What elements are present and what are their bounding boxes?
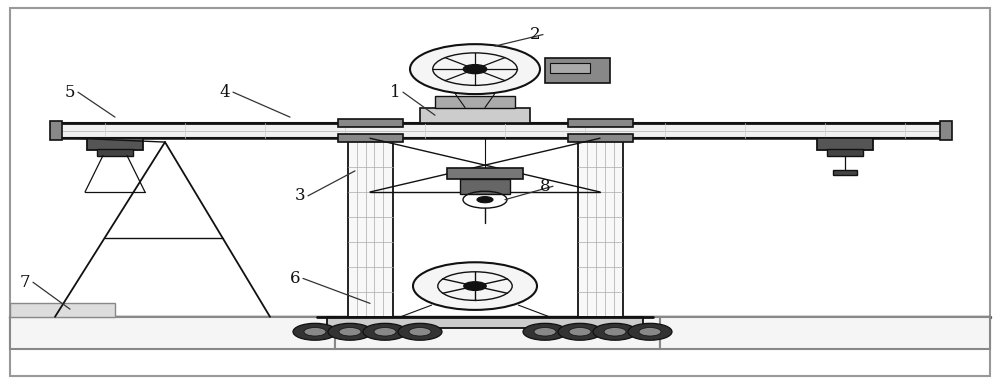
Bar <box>338 134 402 142</box>
Circle shape <box>409 328 431 336</box>
Bar <box>327 317 642 328</box>
Text: 7: 7 <box>20 274 30 291</box>
Circle shape <box>398 323 442 340</box>
Bar <box>435 96 515 108</box>
Bar <box>10 317 335 349</box>
Bar <box>335 317 660 349</box>
Bar <box>55 123 945 138</box>
Circle shape <box>523 323 567 340</box>
Text: 3: 3 <box>295 187 305 204</box>
Bar <box>50 121 62 140</box>
Bar <box>460 179 510 194</box>
Text: 5: 5 <box>65 84 75 101</box>
Circle shape <box>464 282 486 290</box>
Circle shape <box>558 323 602 340</box>
Bar <box>817 138 873 150</box>
Text: 6: 6 <box>290 270 300 287</box>
Circle shape <box>593 323 637 340</box>
Bar <box>660 317 990 349</box>
Text: 4: 4 <box>220 84 230 101</box>
Circle shape <box>304 328 326 336</box>
Bar <box>420 108 530 123</box>
Bar <box>10 303 115 317</box>
Text: 2: 2 <box>530 26 540 43</box>
Circle shape <box>463 65 487 74</box>
Bar <box>568 134 633 142</box>
Circle shape <box>363 323 407 340</box>
Text: 1: 1 <box>390 84 400 101</box>
Text: 8: 8 <box>540 178 550 195</box>
Bar <box>833 170 857 175</box>
Bar <box>348 138 392 317</box>
Bar <box>87 138 143 150</box>
Bar <box>568 119 633 127</box>
Circle shape <box>534 328 556 336</box>
Circle shape <box>639 328 661 336</box>
Bar <box>940 121 952 140</box>
Circle shape <box>339 328 361 336</box>
Bar <box>338 119 402 127</box>
Circle shape <box>374 328 396 336</box>
Circle shape <box>413 262 537 310</box>
Bar <box>827 149 863 156</box>
Circle shape <box>628 323 672 340</box>
Bar <box>578 138 622 317</box>
Circle shape <box>293 323 337 340</box>
Circle shape <box>328 323 372 340</box>
Circle shape <box>604 328 626 336</box>
Bar <box>545 58 610 83</box>
Circle shape <box>410 44 540 94</box>
Bar <box>447 168 523 179</box>
Circle shape <box>477 197 493 203</box>
Bar <box>97 149 133 156</box>
Bar <box>550 63 590 73</box>
Circle shape <box>569 328 591 336</box>
